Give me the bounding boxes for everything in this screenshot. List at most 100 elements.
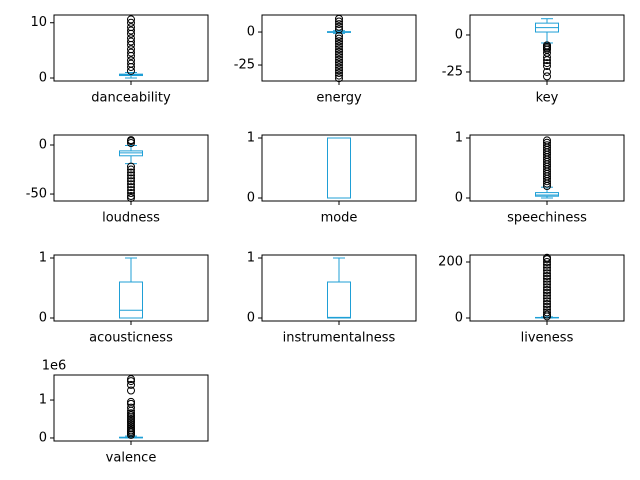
x-tick-label: energy xyxy=(316,91,362,106)
flier xyxy=(543,72,551,81)
flier xyxy=(127,56,135,65)
flier xyxy=(335,74,343,83)
x-tick-label: danceability xyxy=(91,91,171,106)
y-tick-label: -25 xyxy=(442,64,463,79)
y-tick-label: 0 xyxy=(39,311,47,326)
flier xyxy=(543,277,551,286)
flier xyxy=(543,56,551,65)
box xyxy=(119,281,143,319)
box xyxy=(327,281,351,319)
flier xyxy=(127,162,135,171)
flier xyxy=(335,22,343,31)
flier xyxy=(127,186,135,195)
flier xyxy=(127,174,135,183)
flier xyxy=(543,62,551,71)
flier xyxy=(127,165,135,174)
flier xyxy=(543,253,551,262)
y-tick-label: 0 xyxy=(39,71,47,86)
flier xyxy=(335,47,343,56)
flier xyxy=(335,20,343,29)
x-tick-label: valence xyxy=(106,451,157,466)
flier xyxy=(127,177,135,186)
flier xyxy=(127,171,135,180)
flier xyxy=(543,266,551,275)
box xyxy=(327,137,351,199)
x-tick-label: mode xyxy=(321,211,358,226)
flier xyxy=(127,375,135,384)
y-tick-label: 0 xyxy=(455,27,463,42)
flier xyxy=(127,397,135,406)
flier xyxy=(543,283,551,292)
flier xyxy=(335,58,343,67)
y-tick-label: -25 xyxy=(234,58,255,73)
x-tick-label: key xyxy=(536,91,559,106)
axes-frame xyxy=(261,134,417,202)
flier xyxy=(543,67,551,76)
y-tick-label: 0 xyxy=(247,25,255,40)
flier xyxy=(335,50,343,59)
y-tick-label: 1 xyxy=(455,131,463,146)
flier xyxy=(543,310,551,319)
axes-frame xyxy=(469,14,625,82)
flier xyxy=(127,18,135,27)
x-tick-label: loudness xyxy=(102,211,160,226)
flier xyxy=(335,39,343,48)
y-tick-label: 0 xyxy=(455,311,463,326)
x-tick-label: liveness xyxy=(521,331,574,346)
flier xyxy=(543,308,551,317)
y-tick-label: 0 xyxy=(39,138,47,153)
flier xyxy=(335,55,343,64)
flier xyxy=(543,138,551,147)
y-tick-label: 0 xyxy=(455,191,463,206)
flier xyxy=(543,53,551,62)
x-tick-label: speechiness xyxy=(507,211,587,226)
flier xyxy=(127,409,135,418)
flier xyxy=(543,288,551,297)
flier xyxy=(335,63,343,72)
y-tick-label: 1 xyxy=(39,251,47,266)
flier xyxy=(543,274,551,283)
flier xyxy=(335,34,343,43)
y-tick-label: 0 xyxy=(39,430,47,445)
flier xyxy=(127,168,135,177)
flier xyxy=(543,280,551,289)
flier xyxy=(335,14,343,23)
flier xyxy=(335,42,343,51)
offset-text: 1e6 xyxy=(42,359,67,374)
flier xyxy=(127,189,135,198)
flier xyxy=(335,31,343,40)
flier xyxy=(335,17,343,26)
flier xyxy=(127,386,135,395)
flier xyxy=(543,269,551,278)
y-tick-label: 0 xyxy=(247,311,255,326)
flier xyxy=(543,305,551,314)
flier xyxy=(335,61,343,70)
flier xyxy=(543,141,551,150)
flier xyxy=(335,66,343,75)
flier xyxy=(127,59,135,68)
flier xyxy=(127,34,135,43)
flier xyxy=(127,37,135,46)
flier xyxy=(127,48,135,57)
y-tick-label: 1 xyxy=(247,251,255,266)
flier xyxy=(127,26,135,35)
flier xyxy=(127,180,135,189)
flier xyxy=(335,37,343,46)
flier xyxy=(127,403,135,412)
flier xyxy=(127,23,135,32)
y-tick-label: 10 xyxy=(30,15,47,30)
y-tick-label: -50 xyxy=(26,187,47,202)
y-tick-label: 0 xyxy=(247,191,255,206)
flier xyxy=(127,139,135,148)
y-tick-label: 1 xyxy=(247,131,255,146)
flier xyxy=(543,291,551,300)
flier xyxy=(127,136,135,145)
flier xyxy=(543,300,551,309)
flier xyxy=(335,68,343,77)
flier xyxy=(127,380,135,389)
flier xyxy=(335,53,343,62)
flier xyxy=(543,302,551,311)
y-tick-label: 1 xyxy=(39,393,47,408)
flier xyxy=(543,272,551,281)
